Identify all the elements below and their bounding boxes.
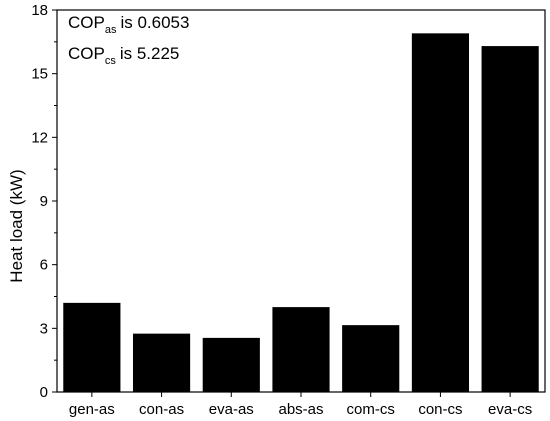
y-tick-label-9: 9 [40,193,48,210]
x-tick-label-con-as: con-as [139,401,184,418]
y-axis-label: Heat load (kW) [7,169,26,282]
bar-com-cs [342,325,400,392]
bar-gen-as [63,302,121,392]
x-ticks-group: gen-as con-as eva-as abs-as com-cs con-cs eva-… [69,392,532,418]
bar-eva-as [202,337,260,392]
bar-eva-cs [481,46,539,392]
y-tick-label-0: 0 [40,384,48,401]
x-tick-label-eva-as: eva-as [209,401,254,418]
bar-abs-as [272,307,330,392]
x-tick-label-gen-as: gen-as [69,401,115,418]
y-ticks-group: 0 3 6 9 12 15 18 [31,2,57,401]
y-tick-label-18: 18 [31,2,48,19]
bars-group [63,33,539,392]
x-tick-label-eva-cs: eva-cs [488,401,532,418]
y-tick-label-12: 12 [31,129,48,146]
y-tick-label-6: 6 [40,257,48,274]
annotation-cop-cs: COPcs is 5.225 [68,44,179,67]
x-tick-label-con-cs: con-cs [418,401,462,418]
x-tick-label-abs-as: abs-as [278,401,323,418]
bar-con-as [132,333,191,392]
y-tick-label-15: 15 [31,66,48,83]
x-tick-label-com-cs: com-cs [347,401,395,418]
bar-con-cs [411,33,470,392]
y-tick-label-3: 3 [40,320,48,337]
annotation-cop-as: COPas is 0.6053 [68,13,189,36]
